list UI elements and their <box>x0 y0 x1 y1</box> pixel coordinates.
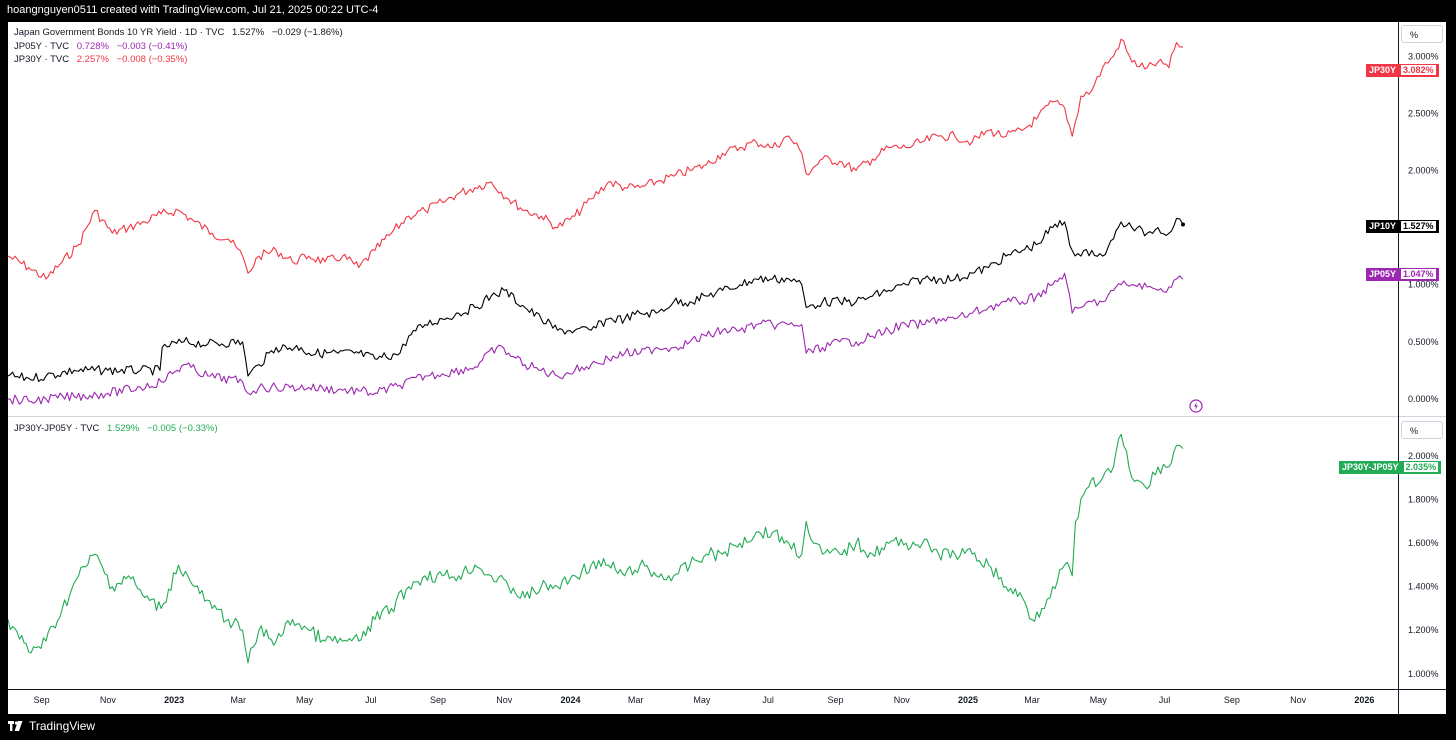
y-tick-label: 1.200% <box>1408 625 1439 635</box>
y-tick-label: 2.000% <box>1408 451 1439 461</box>
y-tick-label: 2.000% <box>1408 165 1439 175</box>
price-tag-jp30y: JP30Y 3.082% <box>1366 64 1439 77</box>
price-tag-spread-name: JP30Y-JP05Y <box>1342 462 1399 472</box>
legend-jp05-value: 0.728% <box>76 41 109 52</box>
x-tick-label: Sep <box>430 695 446 705</box>
legend-main-label: Japan Government Bonds 10 YR Yield · 1D … <box>14 27 225 38</box>
price-tag-jp05y-name: JP05Y <box>1369 269 1397 279</box>
last-point-marker <box>1180 222 1185 227</box>
legend-jp05-label: JP05Y · TVC <box>14 41 70 52</box>
x-tick-label: May <box>1090 695 1108 705</box>
header-text: hoangnguyen0511 created with TradingView… <box>7 4 379 16</box>
price-tag-spread-value: 2.035% <box>1403 462 1439 472</box>
x-tick-label: Jul <box>1159 695 1171 705</box>
price-tag-jp30y-name: JP30Y <box>1369 65 1397 75</box>
x-tick-label: Nov <box>894 695 911 705</box>
x-tick-label: Sep <box>1224 695 1240 705</box>
series-line-jp30y-jp05y <box>8 433 1184 664</box>
x-tick-label: Sep <box>827 695 843 705</box>
price-tag-jp10y: JP10Y 1.527% <box>1366 220 1439 233</box>
x-tick-label: Mar <box>628 695 644 705</box>
x-tick-label: 2025 <box>958 695 978 705</box>
x-tick-label: Jul <box>762 695 774 705</box>
series-line-jp30y <box>8 38 1183 280</box>
price-tag-spread: JP30Y-JP05Y 2.035% <box>1339 461 1442 474</box>
x-tick-label: May <box>693 695 711 705</box>
y-tick-label: 2.500% <box>1408 108 1439 118</box>
y-tick-label: 1.800% <box>1408 495 1439 505</box>
percent-scale-button-top[interactable]: % <box>1401 25 1443 43</box>
chart-canvas[interactable]: 0.000%0.500%1.000%1.500%2.000%2.500%3.00… <box>8 22 1446 714</box>
lightning-icon[interactable] <box>1189 399 1203 413</box>
x-tick-label: 2023 <box>164 695 184 705</box>
y-tick-label: 0.000% <box>1408 394 1439 404</box>
price-tag-jp30y-value: 3.082% <box>1401 65 1436 75</box>
footer-brand: TradingView <box>29 719 96 733</box>
legend-jp30: JP30Y · TVC 2.257% −0.008 (−0.35%) <box>14 54 187 65</box>
legend-jp05: JP05Y · TVC 0.728% −0.003 (−0.41%) <box>14 41 187 52</box>
legend-main: Japan Government Bonds 10 YR Yield · 1D … <box>14 27 343 38</box>
top-bar: hoangnguyen0511 created with TradingView… <box>0 0 1456 22</box>
y-tick-label: 1.400% <box>1408 582 1439 592</box>
percent-scale-button-bottom[interactable]: % <box>1401 421 1443 439</box>
price-tag-jp10y-value: 1.527% <box>1401 221 1436 231</box>
x-tick-label: Mar <box>230 695 246 705</box>
series-line-jp05y <box>8 272 1184 405</box>
price-tag-jp05y-value: 1.047% <box>1401 269 1436 279</box>
legend-jp30-label: JP30Y · TVC <box>14 54 70 65</box>
price-tag-jp05y: JP05Y 1.047% <box>1366 268 1439 281</box>
legend-jp05-change: −0.003 (−0.41%) <box>116 41 188 52</box>
x-tick-label: Nov <box>1290 695 1307 705</box>
bottom-bar: TradingView <box>0 714 1456 740</box>
x-tick-label: 2024 <box>561 695 581 705</box>
legend-main-value: 1.527% <box>231 27 265 38</box>
x-tick-label: May <box>296 695 314 705</box>
legend-spread-label: JP30Y-JP05Y · TVC <box>14 423 100 434</box>
y-tick-label: 1.000% <box>1408 280 1439 290</box>
x-tick-label: Nov <box>100 695 117 705</box>
series-line-jp10y <box>8 217 1184 382</box>
legend-spread-value: 1.529% <box>107 423 140 434</box>
legend-jp30-value: 2.257% <box>76 54 109 65</box>
tradingview-icon <box>8 721 23 731</box>
price-tag-jp10y-name: JP10Y <box>1369 221 1397 231</box>
legend-spread-change: −0.005 (−0.33%) <box>146 423 218 434</box>
x-tick-label: Jul <box>365 695 377 705</box>
x-tick-label: Nov <box>496 695 513 705</box>
x-tick-label: Sep <box>34 695 50 705</box>
y-tick-label: 1.000% <box>1408 669 1439 679</box>
legend-main-change: −0.029 (−1.86%) <box>271 27 343 38</box>
legend-spread: JP30Y-JP05Y · TVC 1.529% −0.005 (−0.33%) <box>14 423 218 434</box>
chart-area[interactable]: 0.000%0.500%1.000%1.500%2.000%2.500%3.00… <box>8 22 1446 714</box>
x-tick-label: Mar <box>1024 695 1040 705</box>
x-tick-label: 2026 <box>1354 695 1374 705</box>
y-tick-label: 3.000% <box>1408 51 1439 61</box>
y-tick-label: 1.600% <box>1408 538 1439 548</box>
y-tick-label: 0.500% <box>1408 337 1439 347</box>
legend-jp30-change: −0.008 (−0.35%) <box>116 54 188 65</box>
tradingview-logo[interactable]: TradingView <box>8 719 95 733</box>
